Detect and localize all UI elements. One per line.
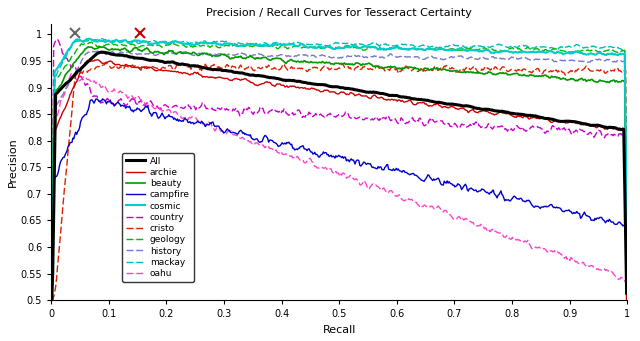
X-axis label: Recall: Recall (323, 325, 356, 335)
Legend: All, archie, beauty, campfire, cosmic, country, cristo, geology, history, mackay: All, archie, beauty, campfire, cosmic, c… (122, 153, 193, 282)
Title: Precision / Recall Curves for Tesseract Certainty: Precision / Recall Curves for Tesseract … (206, 8, 472, 17)
Y-axis label: Precision: Precision (8, 137, 18, 187)
